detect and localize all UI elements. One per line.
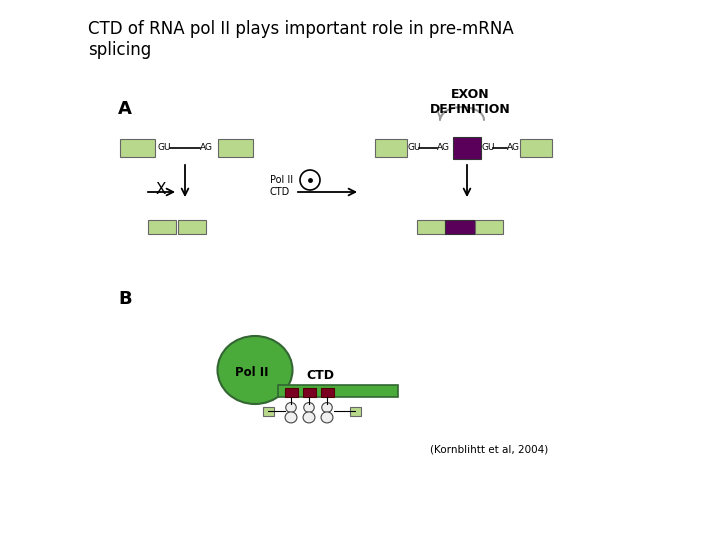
Bar	[453, 137, 481, 159]
Ellipse shape	[217, 336, 292, 404]
Text: A: A	[118, 100, 132, 118]
Bar	[303, 388, 316, 397]
Bar	[285, 388, 298, 397]
Text: GU: GU	[481, 144, 495, 152]
Text: (Kornblihtt et al, 2004): (Kornblihtt et al, 2004)	[430, 445, 548, 455]
Bar	[445, 220, 475, 234]
Text: AG: AG	[200, 144, 213, 152]
Text: Pol II: Pol II	[235, 366, 269, 379]
Bar	[218, 139, 253, 157]
Bar	[148, 220, 176, 234]
Ellipse shape	[321, 412, 333, 423]
Text: AG: AG	[437, 144, 450, 152]
Bar	[178, 220, 206, 234]
Ellipse shape	[286, 402, 296, 413]
Text: AG: AG	[507, 144, 520, 152]
Text: GU: GU	[407, 144, 420, 152]
Bar	[120, 139, 155, 157]
Text: X: X	[156, 181, 166, 197]
Bar	[263, 407, 274, 416]
Ellipse shape	[322, 402, 332, 413]
Text: Pol II
CTD: Pol II CTD	[270, 175, 293, 197]
Bar	[321, 388, 334, 397]
Bar	[375, 139, 407, 157]
Text: CTD of RNA pol II plays important role in pre-mRNA
splicing: CTD of RNA pol II plays important role i…	[88, 20, 514, 59]
Bar	[350, 407, 361, 416]
Text: B: B	[118, 290, 132, 308]
Bar	[475, 220, 503, 234]
Ellipse shape	[285, 412, 297, 423]
Text: EXON
DEFINITION: EXON DEFINITION	[430, 88, 510, 116]
Bar	[520, 139, 552, 157]
Ellipse shape	[304, 402, 314, 413]
Ellipse shape	[303, 412, 315, 423]
Text: CTD: CTD	[306, 369, 334, 382]
Bar	[278, 385, 398, 397]
Bar	[417, 220, 445, 234]
Text: GU: GU	[157, 144, 171, 152]
